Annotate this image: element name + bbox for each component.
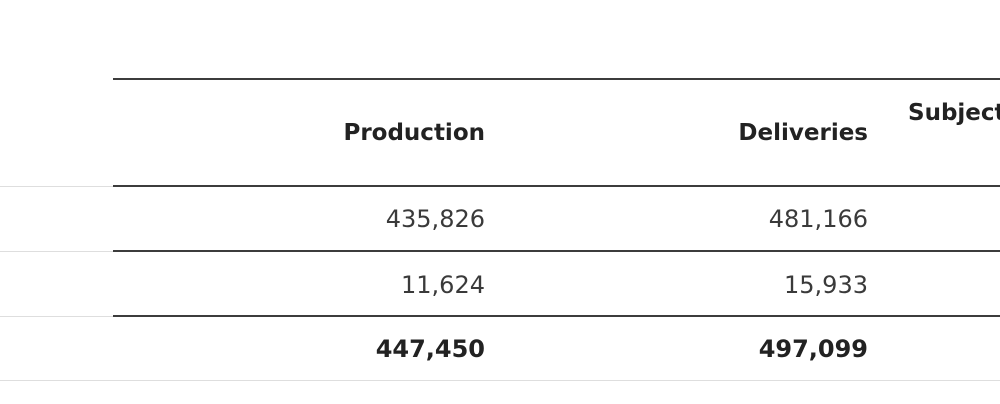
column-header: Subject — [908, 100, 1000, 126]
row-rule — [0, 316, 113, 317]
table-cell: 481,166 — [768, 205, 868, 233]
header-rule — [113, 185, 1000, 187]
total-rule — [113, 315, 1000, 317]
table-cell: 435,826 — [385, 205, 485, 233]
column-header: Deliveries — [738, 120, 868, 146]
row-rule — [113, 250, 1000, 252]
table-cell: 11,624 — [401, 271, 485, 299]
table-cell: 15,933 — [784, 271, 868, 299]
total-cell: 447,450 — [375, 335, 485, 363]
row-rule — [0, 186, 113, 187]
bottom-rule — [0, 380, 1000, 381]
column-header: Production — [343, 120, 485, 146]
row-rule — [0, 251, 113, 252]
total-cell: 497,099 — [758, 335, 868, 363]
table-top-rule — [113, 78, 1000, 80]
